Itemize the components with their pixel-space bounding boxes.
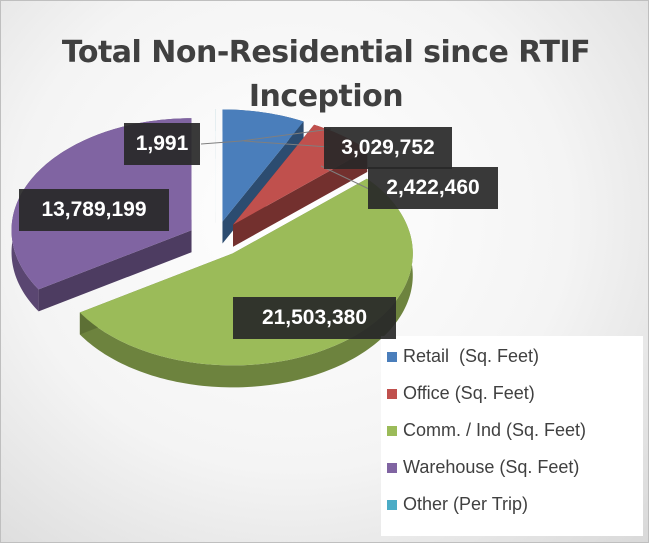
legend-label: Warehouse (Sq. Feet) xyxy=(403,457,580,477)
legend-swatch xyxy=(387,389,397,399)
legend-label: Comm. / Ind (Sq. Feet) xyxy=(403,420,587,440)
chart-title: Total Non-Residential since RTIF Incepti… xyxy=(61,35,591,114)
slice-edge xyxy=(233,150,368,247)
legend: Retail (Sq. Feet) Office (Sq. Feet) Comm. … xyxy=(381,336,643,536)
data-label: 3,029,752 xyxy=(324,127,452,169)
legend-label: Office (Sq. Feet) xyxy=(403,383,535,403)
leader-line xyxy=(200,128,332,145)
legend-swatch xyxy=(387,500,397,510)
data-label: 21,503,380 xyxy=(233,297,396,339)
pie-slice xyxy=(222,109,304,222)
legend-swatch xyxy=(387,352,397,362)
leader-line xyxy=(320,165,370,190)
data-label: 1,991 xyxy=(124,123,200,165)
legend-swatch xyxy=(387,463,397,473)
data-label: 13,789,199 xyxy=(19,189,169,231)
legend-swatch xyxy=(387,426,397,436)
slice-edge xyxy=(38,230,192,312)
data-label: 2,422,460 xyxy=(368,167,498,209)
legend-label: Retail (Sq. Feet) xyxy=(403,346,540,366)
leader-line xyxy=(243,140,330,148)
legend-label: Other (Per Trip) xyxy=(403,494,529,514)
